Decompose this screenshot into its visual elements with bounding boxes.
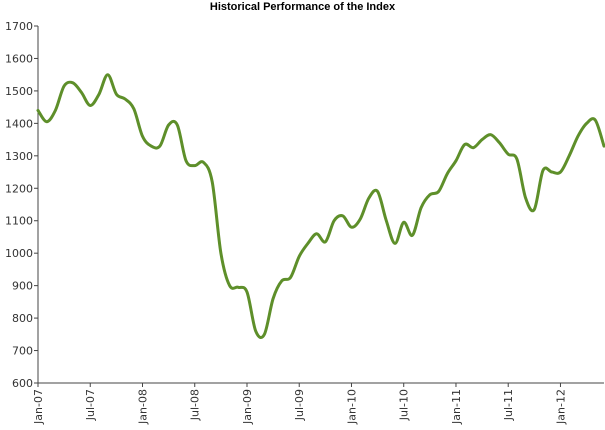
data-point: [332, 219, 336, 222]
data-point: [454, 159, 458, 162]
data-point: [489, 133, 492, 136]
y-tick-label: 600: [12, 377, 33, 390]
data-point: [498, 141, 501, 144]
data-point: [263, 333, 266, 336]
data-point: [211, 180, 214, 183]
data-point: [324, 240, 327, 243]
data-point: [71, 81, 75, 85]
index-series-line: [36, 73, 605, 339]
data-point: [585, 122, 588, 125]
x-axis-ticks: Jan-07 Jul-07 Jan-08 Jul-08 Jan-09 Jul-09 Jan-…: [32, 383, 567, 425]
chart-title: Historical Performance of the Index: [209, 1, 396, 13]
data-point: [559, 170, 562, 174]
data-point: [237, 286, 240, 289]
x-tick-label: Jan-12: [554, 389, 567, 425]
data-point: [376, 190, 379, 193]
data-point: [472, 146, 475, 149]
data-point: [446, 172, 449, 175]
data-point: [463, 143, 466, 146]
data-point: [568, 154, 571, 157]
axes: [37, 26, 604, 384]
data-point: [115, 93, 118, 96]
x-tick-label: Jul-08: [189, 389, 202, 421]
data-point: [280, 279, 283, 282]
y-tick-label: 700: [12, 345, 33, 358]
data-point: [80, 91, 83, 94]
data-point: [97, 93, 101, 96]
series-group: [36, 73, 605, 339]
data-point: [62, 84, 66, 88]
x-tick-label: Jul-11: [502, 389, 515, 421]
x-tick-label: Jan-07: [32, 389, 45, 425]
y-tick-label: 1400: [5, 117, 33, 130]
x-tick-label: Jan-08: [136, 389, 149, 425]
data-point: [184, 159, 188, 162]
data-point: [228, 284, 231, 287]
data-point: [219, 252, 223, 255]
data-point: [437, 190, 440, 193]
y-tick-label: 1700: [5, 20, 33, 33]
data-point: [167, 123, 170, 127]
y-axis-ticks: 600 700 800 900 1000 1100 1200 1300 1400 1500 1600…: [5, 20, 38, 390]
data-point: [298, 255, 301, 258]
data-point: [480, 138, 484, 141]
data-point: [541, 169, 545, 172]
data-point: [367, 196, 371, 200]
data-point: [123, 97, 127, 101]
x-tick-label: Jan-11: [450, 389, 463, 425]
data-point: [602, 144, 605, 148]
data-point: [385, 219, 388, 222]
x-tick-label: Jul-10: [398, 389, 411, 421]
data-point: [402, 221, 405, 224]
data-point: [254, 329, 257, 333]
data-point: [306, 242, 310, 245]
data-point: [315, 232, 318, 235]
y-tick-label: 1300: [5, 150, 33, 163]
data-point: [428, 193, 431, 196]
data-point: [393, 242, 397, 245]
data-point: [202, 161, 205, 164]
data-point: [132, 107, 135, 111]
data-point: [507, 153, 510, 156]
data-point: [419, 206, 423, 209]
y-tick-label: 1600: [5, 52, 33, 65]
data-point: [524, 196, 527, 200]
data-point: [515, 157, 519, 161]
data-point: [341, 214, 344, 218]
data-point: [141, 135, 144, 138]
data-point: [193, 164, 196, 167]
x-tick-label: Jul-09: [293, 389, 306, 421]
data-point: [45, 120, 48, 123]
data-point: [54, 109, 57, 112]
data-point: [176, 123, 179, 127]
data-point: [576, 135, 580, 138]
data-point: [150, 144, 153, 148]
data-point: [411, 234, 414, 237]
y-tick-label: 1100: [5, 215, 33, 228]
y-tick-label: 900: [12, 280, 33, 293]
data-point: [594, 118, 597, 122]
y-tick-label: 1000: [5, 247, 33, 260]
y-tick-label: 1200: [5, 182, 33, 195]
data-point: [350, 226, 353, 229]
data-point: [106, 73, 109, 76]
x-tick-label: Jan-10: [345, 389, 358, 425]
data-point: [550, 170, 553, 174]
data-point: [158, 144, 162, 148]
data-point: [271, 297, 275, 300]
y-tick-label: 1500: [5, 85, 33, 98]
x-tick-label: Jul-07: [84, 389, 97, 421]
data-point: [36, 109, 40, 112]
y-tick-label: 800: [12, 312, 33, 325]
data-point: [359, 217, 362, 221]
data-point: [245, 290, 249, 294]
x-tick-label: Jan-09: [241, 389, 254, 425]
data-point: [89, 104, 92, 107]
data-point: [289, 276, 292, 279]
data-point: [533, 208, 536, 211]
